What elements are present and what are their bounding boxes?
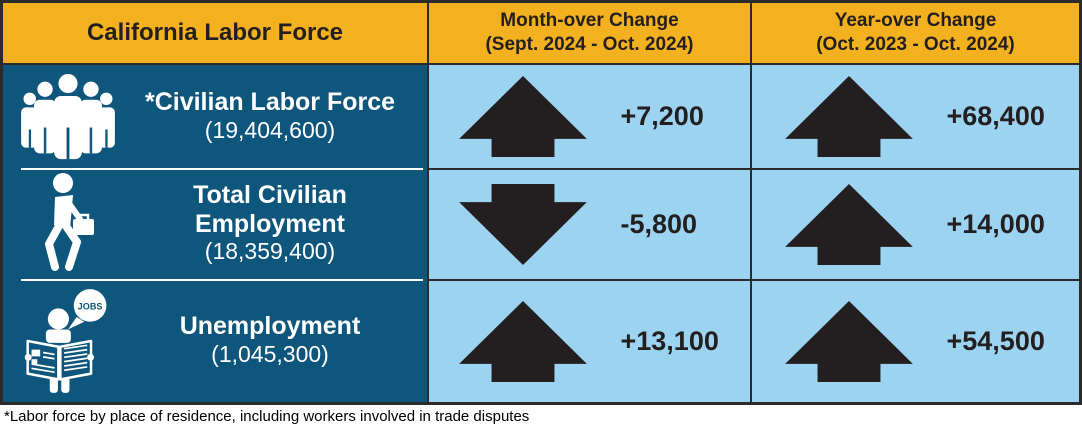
year-change-value: +14,000 — [946, 209, 1045, 239]
up-arrow-icon — [458, 76, 587, 157]
year-change-value: +68,400 — [946, 101, 1045, 131]
row-label: Unemployment — [179, 312, 361, 341]
page-title: California Labor Force — [86, 19, 344, 46]
year-change-header: Year-over Change (Oct. 2023 - Oct. 2024) — [816, 10, 1015, 55]
row-label-block: *Civilian Labor Force (19,404,600) — [121, 88, 427, 144]
month-change-value: +7,200 — [620, 101, 704, 131]
up-arrow-icon — [784, 184, 913, 265]
up-arrow-icon — [784, 76, 913, 157]
row-label: Total Civilian Employment — [193, 180, 347, 238]
year-change-cell: +14,000 — [750, 168, 1079, 279]
row-level-value: (1,045,300) — [211, 341, 329, 368]
month-change-value: +13,100 — [620, 326, 719, 356]
year-change-value: +54,500 — [946, 326, 1045, 356]
row-total-civilian-employment: Total Civilian Employment (18,359,400) — [3, 168, 427, 279]
month-change-cell: +7,200 — [427, 65, 750, 168]
header-title-cell: California Labor Force — [3, 3, 427, 65]
month-change-value: -5,800 — [620, 209, 698, 239]
row-level-value: (19,404,600) — [204, 117, 336, 144]
up-arrow-icon — [458, 301, 587, 382]
year-change-cell: +54,500 — [750, 279, 1079, 402]
month-change-cell: +13,100 — [427, 279, 750, 402]
labor-force-table: California Labor Force Month-over Change… — [0, 0, 1082, 405]
header-year-change-cell: Year-over Change (Oct. 2023 - Oct. 2024) — [750, 3, 1079, 65]
job-seeker-newspaper-icon: JOBS — [15, 285, 121, 397]
people-group-icon — [15, 73, 121, 161]
month-change-header: Month-over Change (Sept. 2024 - Oct. 202… — [485, 10, 694, 55]
jobs-bubble-label: JOBS — [78, 301, 103, 311]
year-change-cell: +68,400 — [750, 65, 1079, 168]
row-civilian-labor-force: *Civilian Labor Force (19,404,600) — [3, 65, 427, 168]
footnote: *Labor force by place of residence, incl… — [0, 405, 1082, 426]
month-change-cell: -5,800 — [427, 168, 750, 279]
row-label: *Civilian Labor Force — [144, 88, 396, 117]
down-arrow-icon — [458, 184, 587, 265]
row-level-value: (18,359,400) — [204, 238, 336, 265]
row-label-block: Total Civilian Employment (18,359,400) — [121, 181, 427, 266]
row-unemployment: JOBS — [3, 279, 427, 402]
up-arrow-icon — [784, 301, 913, 382]
header-month-change-cell: Month-over Change (Sept. 2024 - Oct. 202… — [427, 3, 750, 65]
row-label-block: Unemployment (1,045,300) — [121, 312, 427, 368]
walking-worker-briefcase-icon — [15, 172, 121, 276]
